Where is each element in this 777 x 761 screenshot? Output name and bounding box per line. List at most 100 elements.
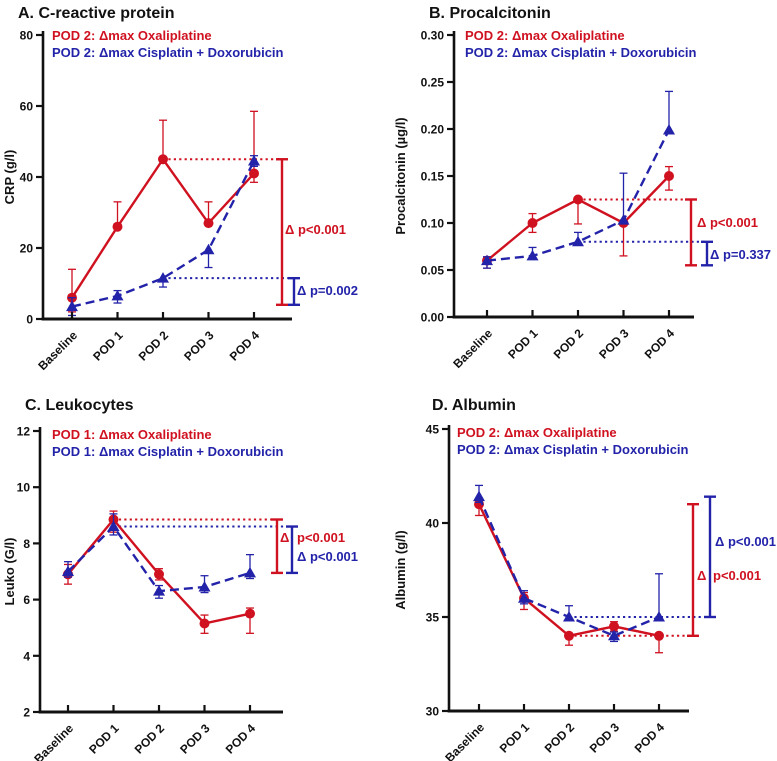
- legend-line-oxaliplatine: POD 2: Δmax Oxaliplatine: [457, 425, 617, 440]
- marker-triangle: [244, 566, 256, 578]
- plot-svg: 2 4 6 8 10 12 Baseline POD 1 POD 2 POD 3 POD 4 Leuk…: [2, 425, 298, 761]
- marker-triangle: [111, 289, 124, 301]
- legend-line-oxaliplatine: POD 2: Δmax Oxaliplatine: [465, 28, 625, 43]
- p-value-annotation: Δ p=0.337: [710, 247, 772, 262]
- panel-a-c-reactive-protein: A. C-reactive protein POD 2: Δmax Oxalipl…: [0, 0, 388, 380]
- marker-circle: [112, 221, 123, 232]
- p-value-annotation: p<0.001: [713, 568, 762, 583]
- marker-triangle: [202, 243, 215, 255]
- marker-triangle: [653, 611, 665, 622]
- p-value-annotation: p<0.001: [297, 530, 346, 545]
- x-tick-label: POD 3: [587, 720, 623, 756]
- marker-triangle: [526, 249, 539, 261]
- significance-bracket: [286, 525, 298, 575]
- marker-circle: [527, 218, 538, 228]
- legend-line-cisplatin-doxorubicin: POD 2: Δmax Cisplatin + Doxorubicin: [465, 45, 697, 60]
- y-axis-label: Albumin (g/l): [393, 530, 408, 609]
- p-value-annotation: Δ p=0.002: [297, 283, 359, 298]
- p-value-annotation: Δ: [697, 568, 707, 583]
- y-tick-label: 4: [23, 649, 30, 663]
- x-tick-label: POD 3: [596, 326, 632, 362]
- marker-circle: [199, 618, 210, 629]
- y-tick-label: 0.10: [421, 217, 445, 231]
- marker-circle: [203, 218, 214, 229]
- significance-bracket: [701, 240, 713, 267]
- p-value-annotation: Δ p<0.001: [285, 222, 347, 237]
- p-value-annotation: Δ p<0.001: [697, 215, 759, 230]
- y-axis-label: Leuko (G/l): [2, 538, 17, 606]
- y-axis-label: CRP (g/l): [2, 150, 17, 205]
- x-tick-label: POD 2: [136, 328, 172, 364]
- y-tick-label: 35: [426, 611, 440, 625]
- p-value-annotation: Δ p<0.001: [297, 549, 359, 564]
- marker-triangle: [608, 629, 620, 641]
- marker-triangle: [572, 235, 584, 247]
- marker-triangle: [157, 272, 169, 283]
- y-tick-label: 0.20: [421, 123, 445, 137]
- marker-circle: [564, 630, 574, 641]
- y-tick-label: 0.30: [421, 29, 445, 43]
- x-tick-label: POD 2: [132, 721, 168, 757]
- significance-bracket: [276, 158, 288, 306]
- y-tick-label: 6: [23, 593, 30, 607]
- x-tick-label: POD 3: [177, 721, 213, 757]
- plot-svg: 0 20 40 60 80 Baseline POD 1 POD 2 POD 3 POD 4 CRP…: [2, 29, 300, 373]
- marker-circle: [664, 171, 674, 181]
- p-value-annotation: Δ p<0.001: [715, 534, 777, 549]
- panel-title: C. Leukocytes: [25, 397, 134, 414]
- x-tick-label: POD 3: [181, 328, 217, 364]
- p-value-annotation: Δ: [280, 530, 290, 545]
- significance-bracket: [687, 502, 699, 638]
- y-tick-label: 2: [23, 706, 30, 720]
- marker-triangle: [473, 490, 485, 502]
- marker-triangle: [248, 155, 260, 166]
- y-tick-label: 40: [426, 517, 440, 531]
- y-tick-label: 80: [20, 29, 34, 43]
- y-tick-label: 20: [20, 242, 34, 256]
- y-tick-label: 45: [426, 423, 440, 437]
- legend-line-oxaliplatine: POD 2: Δmax Oxaliplatine: [52, 28, 212, 43]
- marker-triangle: [617, 214, 630, 225]
- x-tick-label: POD 1: [90, 328, 126, 364]
- plot-svg: 0.00 0.05 0.10 0.15 0.20 0.25 0.30 Baseline POD …: [393, 29, 713, 371]
- legend-line-cisplatin-doxorubicin: POD 1: Δmax Cisplatin + Doxorubicin: [52, 444, 284, 459]
- marker-circle: [654, 630, 664, 641]
- x-tick-label: POD 1: [86, 721, 122, 757]
- plot-svg: 30 35 40 45 Baseline POD 1 POD 2 POD 3 POD 4 Albu…: [393, 423, 716, 761]
- marker-circle: [249, 168, 259, 179]
- legend-line-cisplatin-doxorubicin: POD 2: Δmax Cisplatin + Doxorubicin: [457, 442, 689, 457]
- marker-triangle: [198, 580, 211, 592]
- significance-bracket: [288, 276, 300, 306]
- marker-circle: [245, 608, 255, 619]
- x-tick-label: POD 1: [505, 326, 541, 362]
- y-tick-label: 0.05: [421, 264, 445, 278]
- panel-d-albumin: D. Albumin POD 2: Δmax Oxaliplatine POD 2:…: [389, 381, 777, 761]
- y-axis-label: Procalcitonin (µg/l): [393, 117, 408, 234]
- marker-triangle: [663, 123, 675, 135]
- x-tick-label: POD 4: [642, 326, 678, 362]
- panel-title: D. Albumin: [432, 397, 516, 414]
- x-tick-label: Baseline: [442, 720, 487, 761]
- significance-bracket: [271, 518, 283, 575]
- marker-triangle: [153, 585, 165, 596]
- y-tick-label: 0.00: [421, 311, 445, 325]
- y-tick-label: 0.25: [421, 76, 445, 90]
- marker-circle: [158, 154, 168, 165]
- marker-circle: [154, 569, 164, 580]
- marker-triangle: [107, 520, 120, 532]
- marker-circle: [573, 194, 583, 205]
- x-tick-label: POD 4: [223, 721, 259, 757]
- x-tick-label: POD 2: [542, 720, 578, 756]
- panel-b-procalcitonin: B. Procalcitonin POD 2: Δmax Oxaliplatine…: [389, 0, 777, 380]
- marker-circle: [609, 621, 619, 632]
- marker-triangle: [66, 300, 78, 312]
- legend-line-cisplatin-doxorubicin: POD 2: Δmax Cisplatin + Doxorubicin: [52, 45, 284, 60]
- y-tick-label: 0.15: [421, 170, 445, 184]
- x-tick-label: POD 4: [227, 328, 263, 364]
- y-tick-label: 8: [23, 537, 30, 551]
- y-tick-label: 0: [26, 313, 33, 327]
- marker-triangle: [563, 611, 575, 622]
- x-tick-label: POD 4: [632, 720, 668, 756]
- x-tick-label: Baseline: [35, 328, 80, 373]
